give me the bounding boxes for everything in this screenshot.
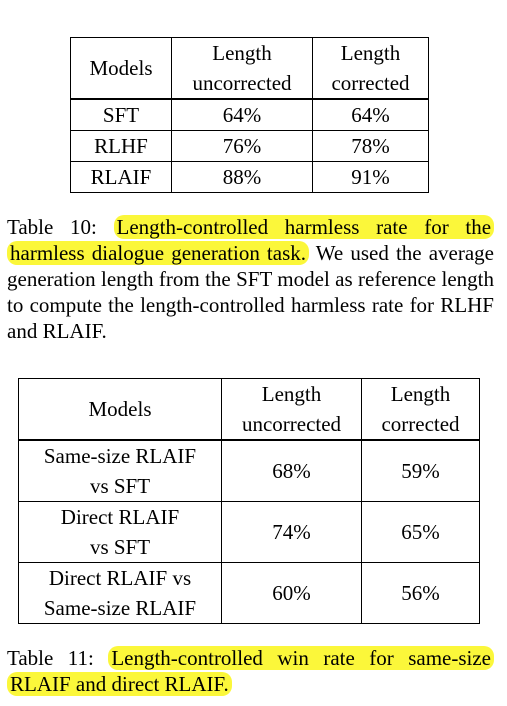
table-row: SFT 64% 64% (70, 98, 429, 131)
value-cell: 78% (312, 130, 429, 162)
value-cell: 74% (221, 501, 362, 563)
value-cell: 56% (361, 562, 480, 624)
value-cell: 76% (171, 130, 313, 162)
model-cell: Same-size RLAIF vs SFT (18, 439, 222, 502)
table-11-caption: Table 11: Length-controlled win rate for… (7, 645, 494, 697)
table-row: Direct RLAIF vs Same-size RLAIF 60% 56% (18, 562, 480, 624)
value-cell: 65% (361, 501, 480, 563)
table-row: RLAIF 88% 91% (70, 161, 429, 193)
value-cell: 64% (312, 98, 429, 131)
caption-text: We used the average generation length fr… (7, 241, 494, 343)
header-length-corrected: Length corrected (361, 378, 480, 441)
table-header-row: Models Length uncorrected Length correct… (18, 378, 480, 441)
table-row: Same-size RLAIF vs SFT 68% 59% (18, 439, 480, 502)
model-cell: RLHF (70, 130, 172, 162)
model-cell: Direct RLAIF vs SFT (18, 501, 222, 563)
table-header-row: Models Length uncorrected Length correct… (70, 37, 429, 100)
header-length-uncorrected: Length uncorrected (171, 37, 313, 100)
header-models: Models (18, 378, 222, 441)
value-cell: 64% (171, 98, 313, 131)
model-cell: RLAIF (70, 161, 172, 193)
table-row: RLHF 76% 78% (70, 130, 429, 162)
header-models: Models (70, 37, 172, 100)
table-row: Direct RLAIF vs SFT 74% 65% (18, 501, 480, 563)
header-length-corrected: Length corrected (312, 37, 429, 100)
table-10-caption: Table 10: Length-controlled harmless rat… (7, 214, 495, 344)
value-cell: 60% (221, 562, 362, 624)
model-cell: Direct RLAIF vs Same-size RLAIF (18, 562, 222, 624)
value-cell: 91% (312, 161, 429, 193)
value-cell: 59% (361, 439, 480, 502)
table-10: Models Length uncorrected Length correct… (70, 37, 429, 193)
value-cell: 68% (221, 439, 362, 502)
table-11: Models Length uncorrected Length correct… (18, 378, 480, 624)
model-cell: SFT (70, 98, 172, 131)
caption-label: Table 10: (7, 215, 97, 239)
caption-label: Table 11: (7, 646, 94, 670)
header-length-uncorrected: Length uncorrected (221, 378, 362, 441)
value-cell: 88% (171, 161, 313, 193)
